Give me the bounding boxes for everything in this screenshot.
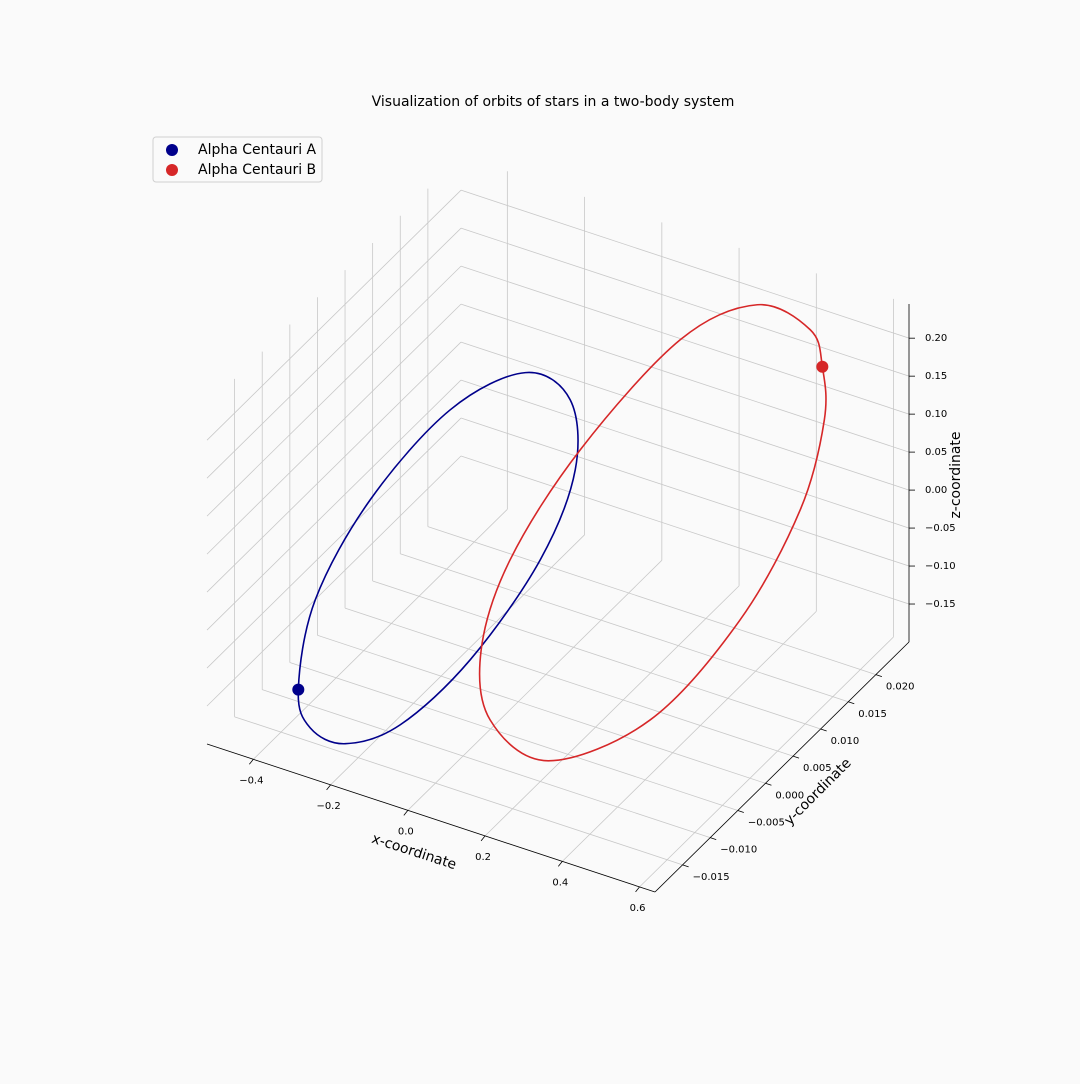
y-tick bbox=[848, 701, 855, 705]
axes: −0.4 −0.2 0.0 0.2 0.4 0.6 −0.015 −0.010 −0.005 0.… bbox=[206, 304, 956, 914]
y-tick-label: 0.005 bbox=[803, 763, 832, 774]
z-tick-label: 0.10 bbox=[925, 409, 947, 420]
grid-line bbox=[206, 341, 462, 593]
x-tick-label: 0.4 bbox=[552, 877, 568, 888]
y-tick-label: −0.010 bbox=[720, 845, 757, 856]
grid-line bbox=[234, 716, 683, 866]
star-marker bbox=[292, 683, 305, 696]
chart-title: Visualization of orbits of stars in a tw… bbox=[372, 94, 735, 110]
z-tick-label: −0.05 bbox=[925, 523, 956, 534]
x-tick bbox=[249, 759, 254, 765]
z-tick-label: 0.15 bbox=[925, 371, 947, 382]
grid-line bbox=[484, 585, 740, 837]
grid-line bbox=[262, 689, 711, 839]
y-tick-label: 0.020 bbox=[886, 682, 915, 693]
legend-marker bbox=[166, 144, 178, 156]
star-marker bbox=[816, 360, 829, 373]
legend-box bbox=[152, 136, 323, 183]
x-tick bbox=[635, 886, 640, 893]
grid bbox=[206, 171, 910, 888]
y-tick-label: 0.015 bbox=[858, 709, 887, 720]
grid-line bbox=[460, 341, 910, 491]
z-tick-label: 0.00 bbox=[925, 485, 947, 496]
z-tick-label: 0.05 bbox=[925, 447, 947, 458]
grid-line bbox=[330, 534, 585, 786]
x-tick-label: −0.4 bbox=[239, 775, 263, 786]
y-tick bbox=[820, 728, 827, 732]
z-tick-label: −0.10 bbox=[925, 561, 956, 572]
z-axis-label: z-coordinate bbox=[948, 431, 964, 518]
grid-line bbox=[460, 379, 910, 529]
orbit-line bbox=[478, 303, 827, 762]
marks bbox=[292, 303, 829, 762]
y-tick-label: 0.000 bbox=[775, 790, 804, 801]
grid-line bbox=[639, 636, 894, 888]
y-axis-line bbox=[654, 641, 910, 893]
grid-line bbox=[206, 227, 462, 479]
grid-line bbox=[206, 417, 462, 669]
x-axis-label: x-coordinate bbox=[370, 831, 459, 873]
x-tick-label: 0.2 bbox=[475, 852, 491, 863]
legend-label: Alpha Centauri A bbox=[198, 142, 317, 158]
grid-line bbox=[206, 379, 462, 631]
x-tick bbox=[326, 784, 331, 791]
grid-line bbox=[206, 189, 462, 441]
grid-line bbox=[317, 634, 766, 784]
x-tick bbox=[480, 835, 486, 842]
x-tick-label: 0.6 bbox=[630, 903, 646, 914]
grid-line bbox=[289, 662, 738, 811]
orbit-line bbox=[297, 371, 579, 745]
y-tick bbox=[765, 782, 772, 786]
y-tick bbox=[682, 864, 689, 868]
legend-label: Alpha Centauri B bbox=[198, 162, 316, 178]
grid-line bbox=[407, 560, 663, 811]
y-tick bbox=[710, 837, 717, 841]
y-tick-label: −0.005 bbox=[748, 817, 785, 828]
legend-marker bbox=[166, 164, 178, 176]
grid-line bbox=[372, 580, 821, 730]
grid-line bbox=[427, 526, 876, 675]
y-tick bbox=[792, 755, 800, 759]
x-tick-label: −0.2 bbox=[316, 801, 340, 812]
grid-line bbox=[460, 189, 910, 339]
grid-line bbox=[344, 607, 794, 757]
grid-line bbox=[460, 303, 910, 453]
z-tick-label: 0.20 bbox=[925, 333, 947, 344]
y-tick-label: 0.010 bbox=[831, 736, 860, 747]
grid-line bbox=[562, 611, 817, 862]
z-tick-label: −0.15 bbox=[925, 599, 956, 610]
x-axis-line bbox=[206, 743, 656, 893]
grid-line bbox=[253, 509, 508, 760]
legend: Alpha Centauri A Alpha Centauri B bbox=[152, 136, 323, 183]
x-tick bbox=[403, 810, 409, 816]
y-tick bbox=[875, 674, 882, 677]
grid-line bbox=[460, 265, 910, 415]
grid-line bbox=[400, 553, 849, 703]
grid-line bbox=[460, 227, 910, 377]
grid-line bbox=[206, 455, 462, 707]
y-tick-label: −0.015 bbox=[693, 872, 730, 883]
grid-line bbox=[206, 303, 462, 555]
grid-line bbox=[206, 265, 462, 517]
y-tick bbox=[737, 810, 744, 813]
x-tick bbox=[557, 861, 563, 867]
x-tick-label: 0.0 bbox=[398, 826, 414, 837]
grid-line bbox=[460, 417, 910, 567]
grid-line bbox=[460, 455, 910, 605]
